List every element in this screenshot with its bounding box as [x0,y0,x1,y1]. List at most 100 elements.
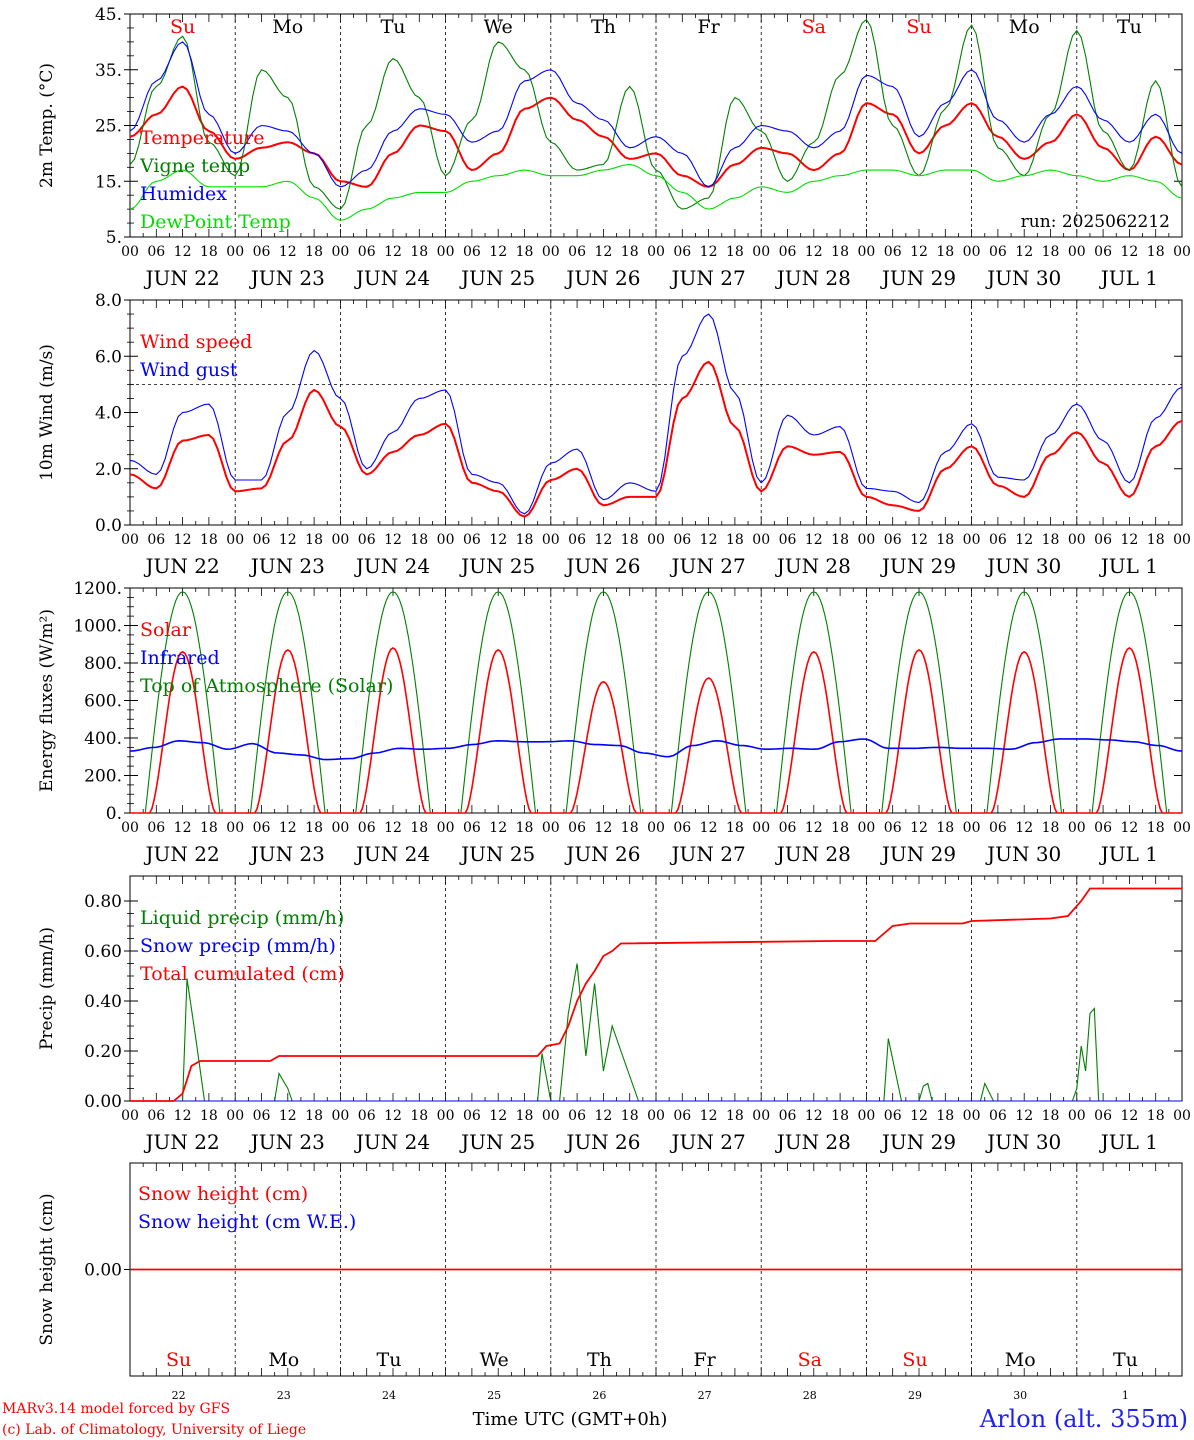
run-label: run: 2025062212 [1021,212,1170,232]
series-line-1 [129,313,1183,515]
hour-tick-label: 00 [963,1108,981,1124]
hour-tick-label: 06 [779,820,797,836]
hour-tick-label: 00 [752,532,770,548]
y-tick-label: 45. [95,5,122,25]
date-label: JUN 29 [880,1130,956,1154]
hour-tick-label: 12 [1015,820,1033,836]
hour-tick-label: 12 [910,1108,928,1124]
hour-tick-label: 18 [621,244,639,260]
hour-tick-label: 06 [463,532,481,548]
hour-tick-label: 12 [805,1108,823,1124]
credit-line-2: (c) Lab. of Climatology, University of L… [2,1422,306,1438]
weekday-label: Su [166,1349,191,1371]
hour-tick-label: 18 [831,244,849,260]
chart-panel-4: 0.00 Snow height (cm) Snow height (cm) Snow… [37,1162,1183,1402]
plot-frame [129,587,1183,814]
panels: 5. 15. 25. 35. 45. 2m Temp. (°C) 00 06 12 18 00 06 1… [37,5,1191,1402]
hour-tick-label: 18 [726,244,744,260]
y-axis-label: Snow height (cm) [37,1193,57,1345]
hour-tick-label: 00 [542,1108,560,1124]
hour-tick-label: 18 [305,532,323,548]
y-tick-label: 0.00 [84,1261,122,1281]
hour-tick-label: 18 [726,820,744,836]
y-tick-label: 5. [106,228,122,248]
y-tick-label: 800. [84,654,122,674]
hour-tick-label: 18 [1042,244,1060,260]
date-number-label: 25 [487,1389,501,1402]
hour-tick-label: 06 [989,1108,1007,1124]
weekday-label: Tu [381,16,406,38]
hour-tick-label: 06 [779,1108,797,1124]
y-tick-label: 0.0 [95,516,122,536]
hour-tick-label: 00 [647,820,665,836]
hour-tick-label: 18 [1147,820,1165,836]
hour-tick-label: 18 [305,1108,323,1124]
hour-tick-label: 06 [253,1108,271,1124]
hour-tick-label: 00 [226,1108,244,1124]
weekday-label: Su [902,1349,927,1371]
hour-tick-label: 06 [358,1108,376,1124]
hour-tick-label: 18 [516,1108,534,1124]
hour-tick-label: 00 [857,820,875,836]
hour-tick-label: 06 [358,820,376,836]
y-axis-label: Energy fluxes (W/m²) [37,609,57,792]
hour-tick-label: 00 [437,1108,455,1124]
hour-tick-label: 12 [1015,532,1033,548]
hour-tick-label: 06 [884,820,902,836]
weekday-label: Sa [802,16,826,38]
legend-item: Top of Atmosphere (Solar) [140,675,393,697]
hour-tick-label: 06 [779,532,797,548]
chart-panel-1: 0.0 2.0 4.0 6.0 8.0 10m Wind (m/s) 00 06 12 18 00 0… [37,291,1191,578]
hour-tick-label: 06 [463,820,481,836]
hour-tick-label: 00 [1068,244,1086,260]
y-tick-label: 0.60 [84,942,122,962]
hour-tick-label: 00 [331,244,349,260]
hour-tick-label: 18 [831,820,849,836]
hour-tick-label: 00 [542,820,560,836]
hour-tick-label: 00 [963,244,981,260]
legend-item: Total cumulated (cm) [140,963,345,985]
weekday-label: Mo [272,16,303,38]
hour-tick-label: 18 [621,820,639,836]
hour-tick-label: 18 [516,820,534,836]
date-label: JUN 30 [985,266,1061,290]
hour-tick-label: 00 [121,820,139,836]
date-number-label: 24 [382,1389,396,1402]
legend-item: Solar [140,619,192,641]
hour-tick-label: 18 [936,1108,954,1124]
hour-tick-label: 00 [542,244,560,260]
hour-tick-label: 12 [279,532,297,548]
hour-tick-label: 18 [200,820,218,836]
hour-tick-label: 00 [752,820,770,836]
weekday-label: Sa [798,1349,822,1371]
hour-tick-label: 12 [1120,820,1138,836]
hour-tick-label: 00 [752,1108,770,1124]
hour-tick-label: 00 [1173,532,1191,548]
hour-tick-label: 18 [516,244,534,260]
hour-tick-label: 06 [673,1108,691,1124]
hour-tick-label: 00 [121,532,139,548]
series-line-0 [129,85,1183,188]
chart-panel-0: 5. 15. 25. 35. 45. 2m Temp. (°C) 00 06 12 18 00 06 1… [37,5,1191,290]
date-label: JUN 30 [985,1130,1061,1154]
hour-tick-label: 06 [568,1108,586,1124]
date-label: JUN 26 [564,1130,640,1154]
date-label: JUN 26 [564,842,640,866]
legend-item: Humidex [140,183,227,205]
hour-tick-label: 06 [884,532,902,548]
hour-tick-label: 12 [174,820,192,836]
hour-tick-label: 00 [752,244,770,260]
legend-item: Wind gust [140,359,238,381]
hour-tick-label: 12 [700,244,718,260]
hour-tick-label: 18 [1042,820,1060,836]
date-label: JUN 28 [775,842,851,866]
legend-item: Snow precip (mm/h) [140,935,336,957]
hour-tick-label: 12 [700,1108,718,1124]
hour-tick-label: 18 [410,532,428,548]
hour-tick-label: 06 [463,1108,481,1124]
hour-tick-label: 06 [673,820,691,836]
hour-tick-label: 06 [989,532,1007,548]
y-tick-label: 0.20 [84,1042,122,1062]
hour-tick-label: 12 [279,820,297,836]
weekday-label: We [484,16,513,38]
